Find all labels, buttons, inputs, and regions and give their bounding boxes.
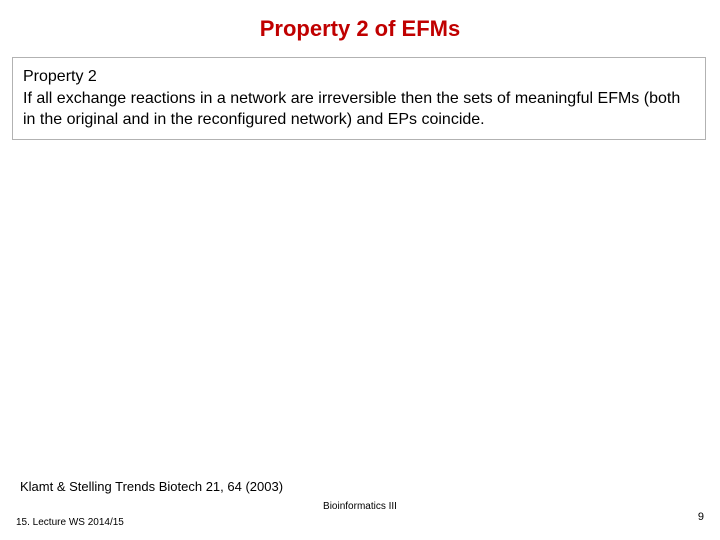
property-heading: Property 2: [23, 66, 695, 88]
citation: Klamt & Stelling Trends Biotech 21, 64 (…: [20, 479, 283, 494]
slide: Property 2 of EFMs Property 2 If all exc…: [0, 0, 720, 540]
slide-title: Property 2 of EFMs: [0, 16, 720, 42]
property-box: Property 2 If all exchange reactions in …: [12, 57, 706, 140]
page-number: 9: [698, 511, 704, 523]
footer-left: 15. Lecture WS 2014/15: [16, 517, 124, 528]
property-body: If all exchange reactions in a network a…: [23, 88, 695, 131]
footer-center: Bioinformatics III: [0, 501, 720, 512]
